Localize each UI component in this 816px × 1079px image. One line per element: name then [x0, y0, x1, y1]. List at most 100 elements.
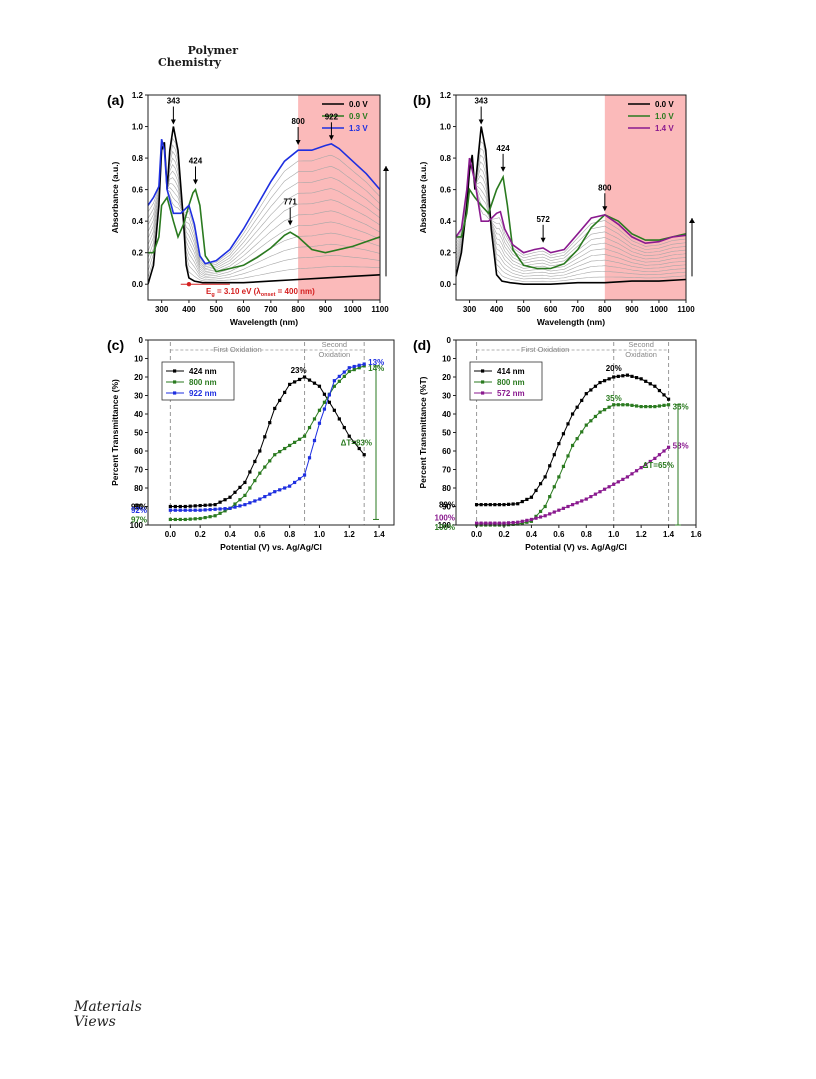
- chart-panel-c: First Oxidation Second Oxidation 0.0 0.2 0.4 0…: [107, 336, 395, 552]
- data-point: [625, 475, 630, 479]
- data-point: [488, 503, 492, 507]
- data-point: [634, 404, 639, 408]
- x-tick-label: 400: [182, 305, 196, 314]
- data-point: [534, 516, 538, 520]
- value-label: 100%: [435, 523, 455, 532]
- data-point: [593, 492, 598, 496]
- onset-annotation: Eg = 3.10 eV (λonset = 400 nm): [180, 282, 315, 298]
- data-point: [621, 477, 625, 481]
- x-tick-label: 0.6: [553, 530, 565, 539]
- arrow-head: [287, 220, 293, 226]
- data-point: [278, 398, 282, 403]
- data-point: [589, 495, 593, 499]
- data-point: [570, 443, 575, 448]
- data-point: [566, 504, 570, 509]
- data-point: [488, 521, 492, 525]
- x-tick-label: 0.4: [224, 530, 236, 539]
- data-point: [534, 514, 538, 518]
- data-point: [621, 374, 625, 378]
- y-tick-label: 0.6: [132, 186, 144, 195]
- data-point: [273, 406, 277, 411]
- growth-arrow-head: [383, 165, 389, 171]
- x-tick-label: 0.6: [254, 530, 266, 539]
- data-point: [312, 381, 317, 385]
- data-point: [208, 503, 212, 507]
- data-point: [557, 475, 561, 479]
- y-tick-label: 1.2: [440, 91, 452, 100]
- annotation-label: 343: [167, 97, 181, 106]
- data-point: [557, 508, 561, 512]
- data-point: [621, 403, 625, 407]
- data-point: [268, 459, 272, 463]
- y-tick-label: 1.2: [132, 91, 144, 100]
- value-label: 90%: [131, 503, 147, 512]
- data-point: [243, 480, 247, 485]
- legend-marker: [481, 369, 485, 373]
- arrow-head: [500, 166, 506, 172]
- data-point: [644, 462, 648, 467]
- data-point: [516, 520, 520, 524]
- peak-annotation: 424: [189, 156, 203, 185]
- legend-label: 0.9 V: [349, 112, 368, 121]
- plot-frame: [455, 94, 687, 301]
- series-line: [476, 404, 669, 526]
- legend-label: 0.0 V: [349, 100, 368, 109]
- data-point: [248, 470, 252, 474]
- data-point: [493, 503, 497, 507]
- peak-annotation: 800: [291, 117, 305, 146]
- onset-point: [186, 282, 192, 287]
- series-line: [147, 139, 381, 265]
- intermediate-trace: [147, 140, 381, 268]
- data-point: [584, 497, 588, 501]
- data-point: [657, 388, 662, 393]
- legend-label: 922 nm: [189, 389, 217, 398]
- region-label: First Oxidation: [213, 345, 261, 354]
- data-point: [188, 504, 192, 508]
- y-tick-label: 1.0: [440, 123, 452, 132]
- data-point: [529, 519, 534, 523]
- growth-arrow: [383, 165, 389, 277]
- peak-annotation: 343: [474, 97, 488, 125]
- legend: 0.0 V 1.0 V 1.4 V: [628, 100, 674, 133]
- delta-label: ΔT=83%: [341, 439, 372, 448]
- intermediate-trace: [455, 160, 687, 259]
- data-point: [520, 519, 524, 523]
- data-point: [293, 440, 297, 444]
- x-tick-label: 1000: [650, 305, 668, 314]
- data-point: [347, 369, 351, 374]
- data-point: [589, 388, 593, 392]
- data-point: [648, 405, 652, 409]
- intermediate-trace: [147, 144, 381, 274]
- data-point: [183, 504, 187, 509]
- data-point: [552, 510, 556, 514]
- data-point: [479, 521, 483, 525]
- y-tick-label: 90: [442, 503, 451, 512]
- data-point: [188, 508, 192, 512]
- data-point: [293, 380, 297, 384]
- delta-bracket: ΔT=83%: [341, 365, 379, 520]
- data-point: [178, 504, 182, 509]
- x-tick-label: 0.4: [526, 530, 538, 539]
- data-point: [263, 495, 267, 499]
- data-point: [198, 516, 202, 521]
- data-point: [612, 403, 616, 407]
- annotation-label: 922: [325, 112, 339, 121]
- y-tick-label: 70: [442, 466, 451, 475]
- data-point: [253, 459, 257, 464]
- data-point: [493, 521, 497, 525]
- series-line: [455, 157, 687, 254]
- data-point: [193, 517, 197, 521]
- arrow-head: [328, 135, 334, 141]
- panel-label: (a): [107, 92, 124, 108]
- region-label: First Oxidation: [521, 345, 569, 354]
- data-point: [639, 466, 643, 470]
- data-point: [607, 377, 611, 381]
- legend-label: 800 nm: [189, 378, 217, 387]
- data-point: [666, 403, 671, 407]
- data-point: [332, 379, 336, 383]
- data-point: [213, 503, 217, 507]
- data-point: [302, 473, 307, 477]
- data-point: [223, 507, 227, 511]
- y-tick-label: 60: [442, 447, 451, 456]
- y-tick-label: 0: [139, 336, 144, 345]
